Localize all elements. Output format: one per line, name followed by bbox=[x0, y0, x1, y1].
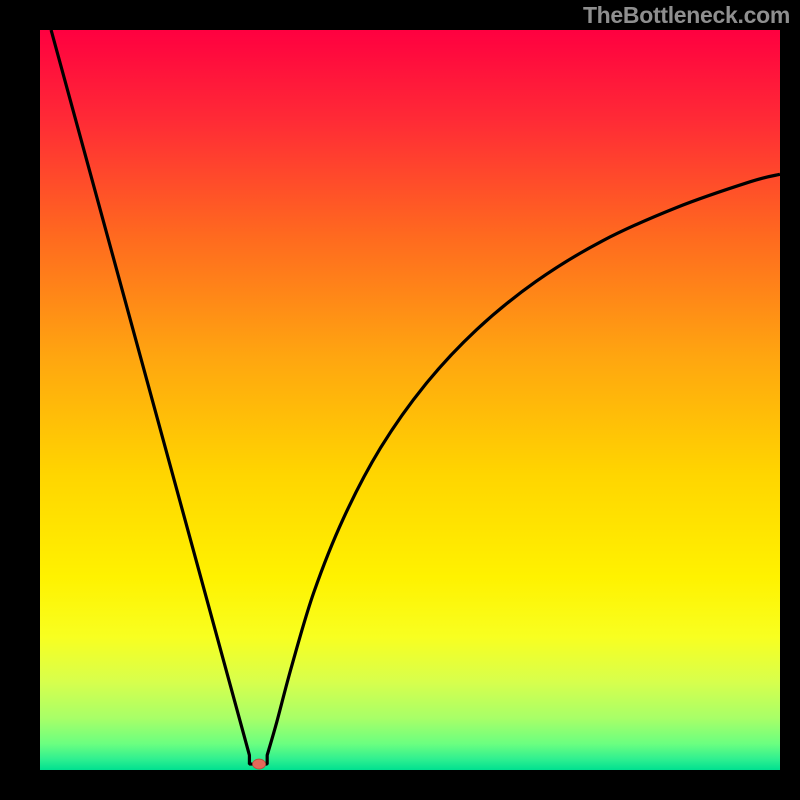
chart-stage: TheBottleneck.com bbox=[0, 0, 800, 800]
chart-svg bbox=[0, 0, 800, 800]
optimum-marker bbox=[253, 759, 266, 769]
watermark-text: TheBottleneck.com bbox=[583, 2, 790, 29]
